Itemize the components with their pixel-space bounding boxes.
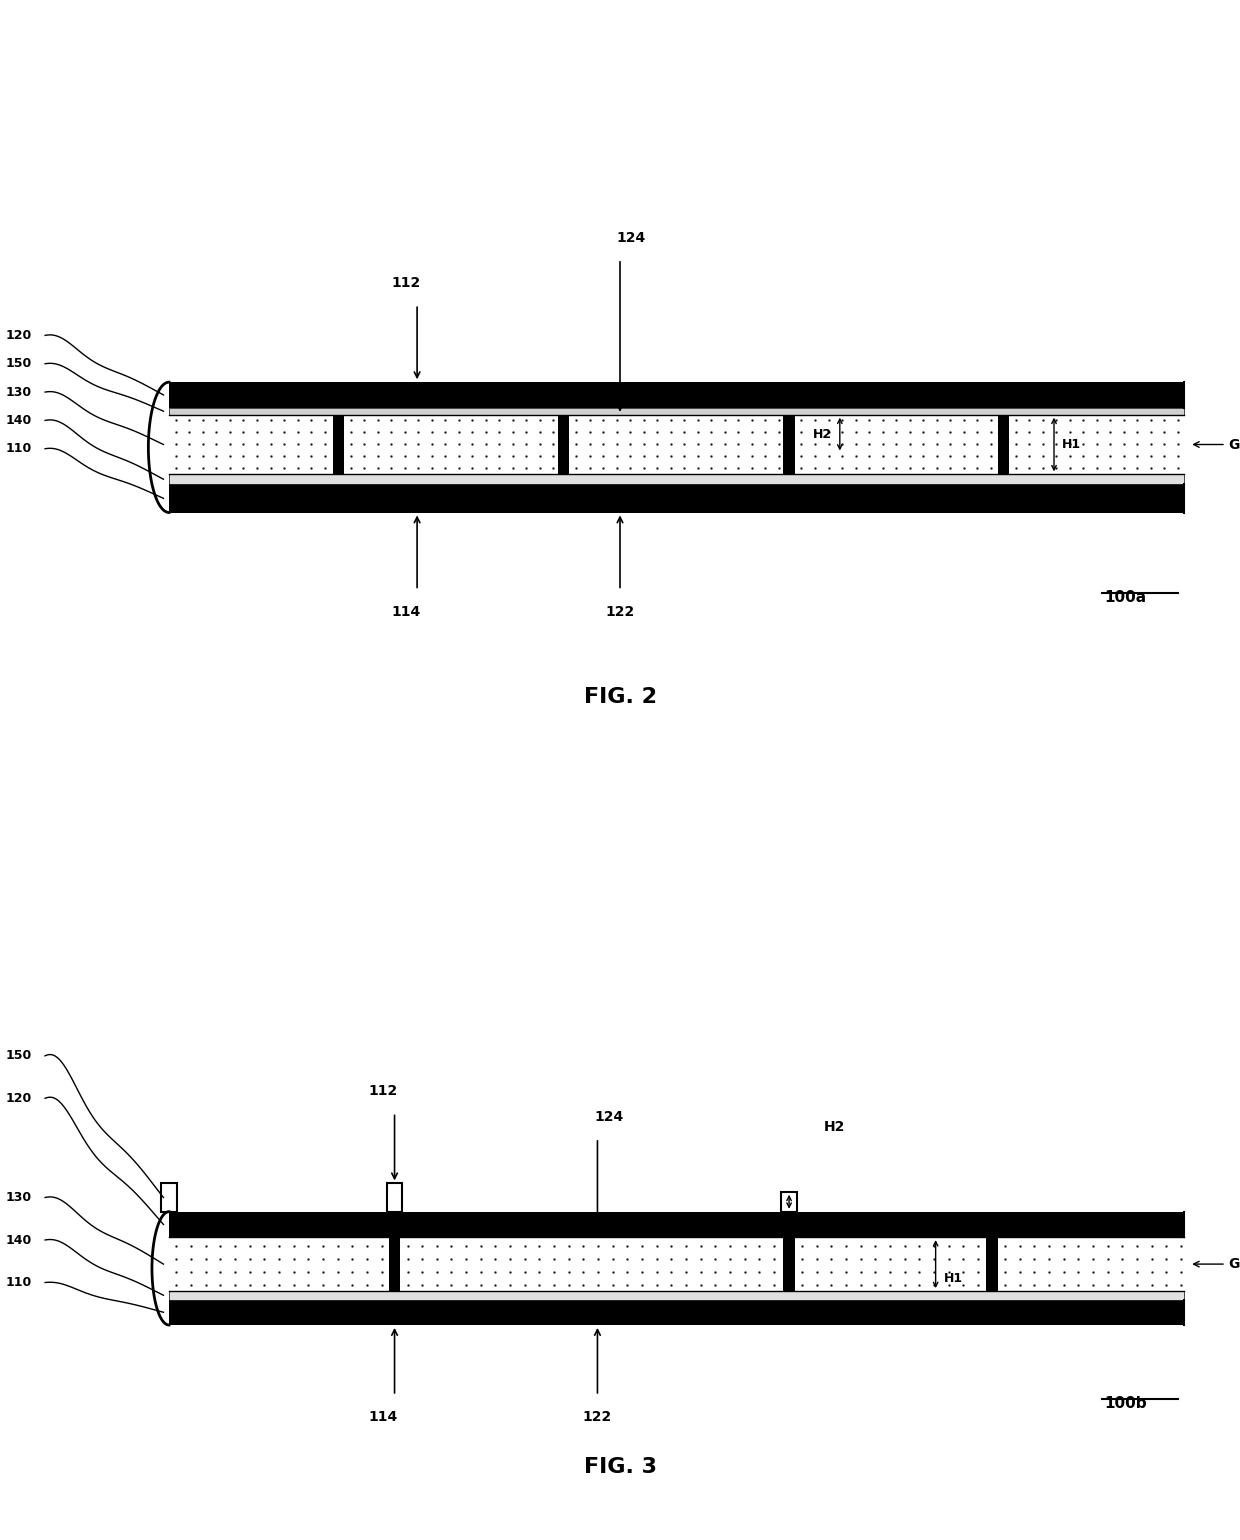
Text: 124: 124	[616, 231, 646, 245]
Text: 140: 140	[6, 1234, 32, 1246]
Text: 110: 110	[6, 442, 32, 456]
Text: 120: 120	[6, 330, 32, 342]
Bar	[169, 484, 1184, 513]
Text: 100a: 100a	[1105, 590, 1147, 605]
Text: 100b: 100b	[1105, 1395, 1147, 1411]
Text: G: G	[1194, 437, 1240, 451]
Bar	[169, 382, 1184, 408]
Bar	[169, 474, 1184, 484]
Bar	[781, 1192, 797, 1212]
Text: H1: H1	[1061, 437, 1081, 451]
Bar	[332, 414, 343, 474]
Text: 124: 124	[594, 1110, 624, 1124]
Text: 120: 120	[6, 1092, 32, 1104]
Bar	[558, 414, 569, 474]
Bar	[784, 1237, 795, 1291]
Text: 130: 130	[6, 1190, 32, 1204]
Text: G: G	[1194, 1257, 1240, 1270]
Bar	[169, 408, 1184, 414]
Bar	[387, 1183, 403, 1212]
Text: 150: 150	[6, 1049, 32, 1063]
Bar	[169, 414, 1184, 474]
Text: 122: 122	[583, 1411, 613, 1424]
Text: 150: 150	[6, 357, 32, 370]
Text: 114: 114	[391, 605, 420, 619]
Bar	[169, 1212, 1184, 1237]
Text: H2: H2	[812, 428, 832, 440]
Bar	[169, 1300, 1184, 1324]
Text: FIG. 2: FIG. 2	[584, 687, 656, 707]
Text: 114: 114	[368, 1411, 398, 1424]
Text: 112: 112	[391, 276, 420, 290]
Bar	[169, 1237, 1184, 1291]
Text: 122: 122	[605, 605, 635, 619]
Bar	[161, 1183, 177, 1212]
Text: H2: H2	[823, 1120, 844, 1133]
Text: 110: 110	[6, 1277, 32, 1289]
Bar	[986, 1237, 998, 1291]
Text: 112: 112	[368, 1084, 398, 1098]
Bar	[169, 1291, 1184, 1300]
Bar	[784, 414, 795, 474]
Bar	[389, 1237, 401, 1291]
Text: FIG. 3: FIG. 3	[584, 1457, 656, 1477]
Text: 130: 130	[6, 385, 32, 399]
Text: 140: 140	[6, 414, 32, 427]
Bar	[998, 414, 1009, 474]
Text: H1: H1	[944, 1272, 962, 1284]
